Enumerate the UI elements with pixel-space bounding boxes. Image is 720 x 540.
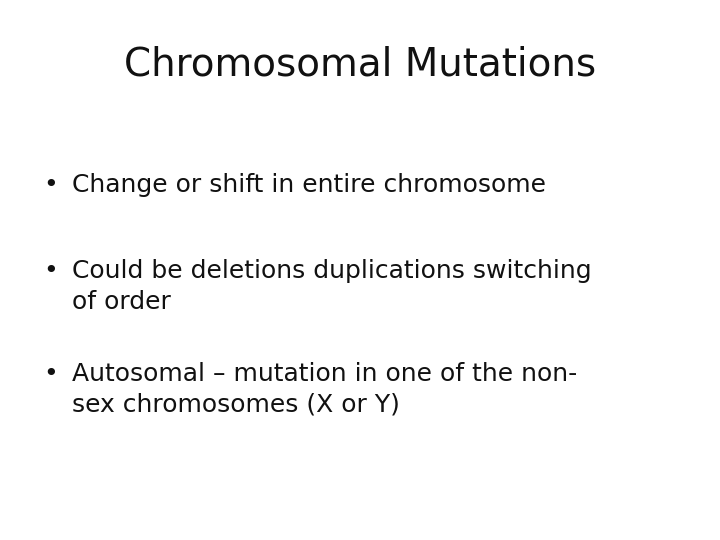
Text: •: •	[43, 259, 58, 283]
Text: Change or shift in entire chromosome: Change or shift in entire chromosome	[72, 173, 546, 197]
Text: Autosomal – mutation in one of the non-
sex chromosomes (X or Y): Autosomal – mutation in one of the non- …	[72, 362, 577, 416]
Text: •: •	[43, 173, 58, 197]
Text: Chromosomal Mutations: Chromosomal Mutations	[124, 46, 596, 84]
Text: Could be deletions duplications switching
of order: Could be deletions duplications switchin…	[72, 259, 592, 314]
Text: •: •	[43, 362, 58, 386]
